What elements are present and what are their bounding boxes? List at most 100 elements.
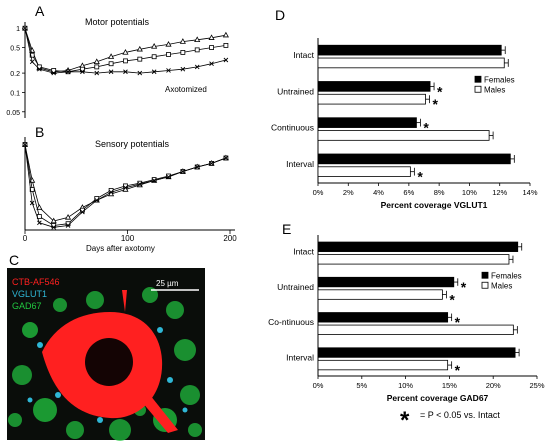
panel-a-series-2-point: [166, 52, 171, 57]
panel-d: D 0% 2% 4% 6% 8% 10% 12% 14% Percent coverage VG…: [271, 7, 538, 210]
panel-a-series-line-1: [24, 28, 226, 73]
panel-a-series-1-point: [122, 48, 129, 55]
panel-e-chart: 0% 5% 10% 15% 20% 25% Percent coverage GAD67 In…: [268, 235, 545, 403]
panel-a-series-3-point: [22, 25, 28, 31]
panel-d-bar-males: [317, 57, 505, 69]
panel-d-bar-females: [317, 153, 511, 165]
significance-star: *: [400, 407, 410, 434]
stain-label-ctb: CTB-AF546: [12, 277, 60, 287]
significance-text: = P < 0.05 vs. Intact: [420, 410, 500, 420]
panel-b-series-1-point: [64, 213, 72, 220]
panel-b-title: Sensory potentials: [95, 139, 170, 149]
panel-a-series-2-point: [123, 58, 128, 64]
panel-b-series-3-point: [65, 223, 71, 228]
panel-b-x-ticks: 0 100 200: [23, 230, 237, 243]
panel-a-y-ticks: 1 0.5 0.2 0.1 0.05: [6, 26, 25, 117]
panel-a-series-3-point: [37, 66, 42, 72]
panel-e-bar-males: [317, 324, 514, 335]
panel-e-label: E: [282, 221, 291, 237]
panel-d-category-label: Continuous: [271, 123, 314, 133]
panel-d-legend-label-males: Males: [484, 85, 505, 94]
panel-b-series-1-point: [50, 217, 57, 224]
panel-b-series-3-point: [223, 155, 229, 161]
panel-a-series-1-point: [194, 36, 201, 43]
panel-b-series-3-point: [151, 178, 157, 183]
panel-e-xtick-label: 5%: [356, 381, 367, 390]
panel-a-series-2-point: [108, 61, 114, 67]
panel-e-bar-females: [317, 276, 455, 288]
panel-a-series-3-point: [209, 61, 214, 67]
panel-b-series-3-point: [80, 209, 85, 215]
panel-d-significance-star: *: [433, 96, 439, 112]
panel-d-significance-star: *: [437, 83, 443, 99]
panel-e-xlabel: Percent coverage GAD67: [387, 393, 489, 403]
panel-e-legend-label-females: Females: [491, 271, 522, 280]
panel-b-xtick-label: 100: [121, 234, 135, 243]
panel-e-significance-star: *: [449, 291, 455, 307]
panel-a-series-2-point: [29, 52, 35, 58]
panel-a-series-3-point: [123, 69, 128, 75]
panel-d-legend-swatch-females: [474, 75, 482, 83]
panel-b-series-3-point: [51, 224, 57, 230]
panel-b-series-1-point: [36, 204, 43, 210]
panel-d-bar-males: [317, 93, 426, 105]
panel-a-series-1-point: [93, 58, 100, 65]
panel-b-series-line-3: [24, 144, 227, 228]
panel-a-series-3-point: [151, 69, 157, 75]
stain-label-gad67: GAD67: [12, 301, 42, 311]
panel-e: E 0% 5% 10% 15% 20% 25% Percent coverage GAD67…: [268, 221, 545, 403]
panel-e-category-label: Interval: [286, 352, 314, 362]
panel-e-category-label: Untrained: [277, 282, 314, 292]
panel-d-xtick-label: 2%: [343, 188, 354, 197]
panel-e-xtick-label: 15%: [442, 381, 457, 390]
panel-a-series-1-point: [136, 45, 143, 52]
panel-b-series-3-point: [194, 164, 200, 170]
panel-a-series-2-point: [137, 56, 143, 62]
panel-d-xtick-label: 14%: [522, 188, 537, 197]
panel-e-legend-label-males: Males: [491, 281, 512, 290]
panel-a-series-1-point: [179, 38, 186, 44]
panel-a-series-2-point: [151, 54, 157, 60]
panel-c-label: C: [9, 252, 19, 268]
panel-d-category-label: Interval: [286, 159, 314, 169]
panel-a-series-3-point: [166, 68, 171, 73]
panel-d-category-label: Intact: [293, 50, 314, 60]
panel-e-category-label: Intact: [293, 247, 314, 257]
panel-d-bar-females: [317, 81, 431, 92]
panel-b-xtick-label: 0: [23, 234, 28, 243]
panel-d-xtick-label: 6%: [403, 188, 414, 197]
panel-d-xtick-label: 4%: [373, 188, 384, 197]
panel-e-bar-males: [317, 289, 443, 300]
panel-a-series-3-point: [223, 57, 229, 63]
panel-b: B Sensory potentials 0 100 200 Days after …: [21, 124, 237, 253]
panel-b-xtick-label: 200: [223, 234, 237, 243]
panel-b-series-3-point: [108, 189, 114, 195]
motoneuron-soma: [42, 290, 178, 433]
panel-e-xtick-label: 25%: [529, 381, 544, 390]
panel-e-xtick-label: 20%: [486, 381, 501, 390]
panel-a-title: Motor potentials: [85, 17, 150, 27]
panel-e-category-label: Co-ntinuous: [268, 317, 314, 327]
panel-e-bar-females: [317, 347, 516, 358]
panel-b-series: [21, 141, 229, 230]
panel-a-series-2-point: [180, 50, 186, 55]
panel-e-bar-females: [317, 241, 519, 252]
panel-c: C: [7, 252, 205, 441]
panel-d-xlabel: Percent coverage VGLUT1: [381, 200, 488, 210]
panel-e-legend-swatch-males: [481, 281, 489, 289]
panel-e-legend-swatch-females: [481, 271, 489, 279]
panel-a-series-1-point: [222, 31, 229, 38]
panel-a-series-2-point: [51, 68, 57, 73]
panel-a-series-2-point: [223, 43, 229, 48]
panel-a-series-1-point: [208, 34, 215, 40]
panel-a-ytick-label: 0.2: [10, 71, 20, 78]
panel-e-xtick-label: 0%: [313, 381, 324, 390]
panel-a: A Motor potentials Axotomized 1 0.5 0.2 0.1…: [6, 3, 229, 118]
panel-a-series-3-point: [94, 70, 100, 76]
panel-d-legend-label-females: Females: [484, 75, 515, 84]
panel-b-label: B: [35, 124, 44, 140]
panel-d-xtick-label: 0%: [313, 188, 324, 197]
panel-d-xtick-label: 8%: [434, 188, 445, 197]
panel-b-series-3-point: [123, 185, 128, 191]
